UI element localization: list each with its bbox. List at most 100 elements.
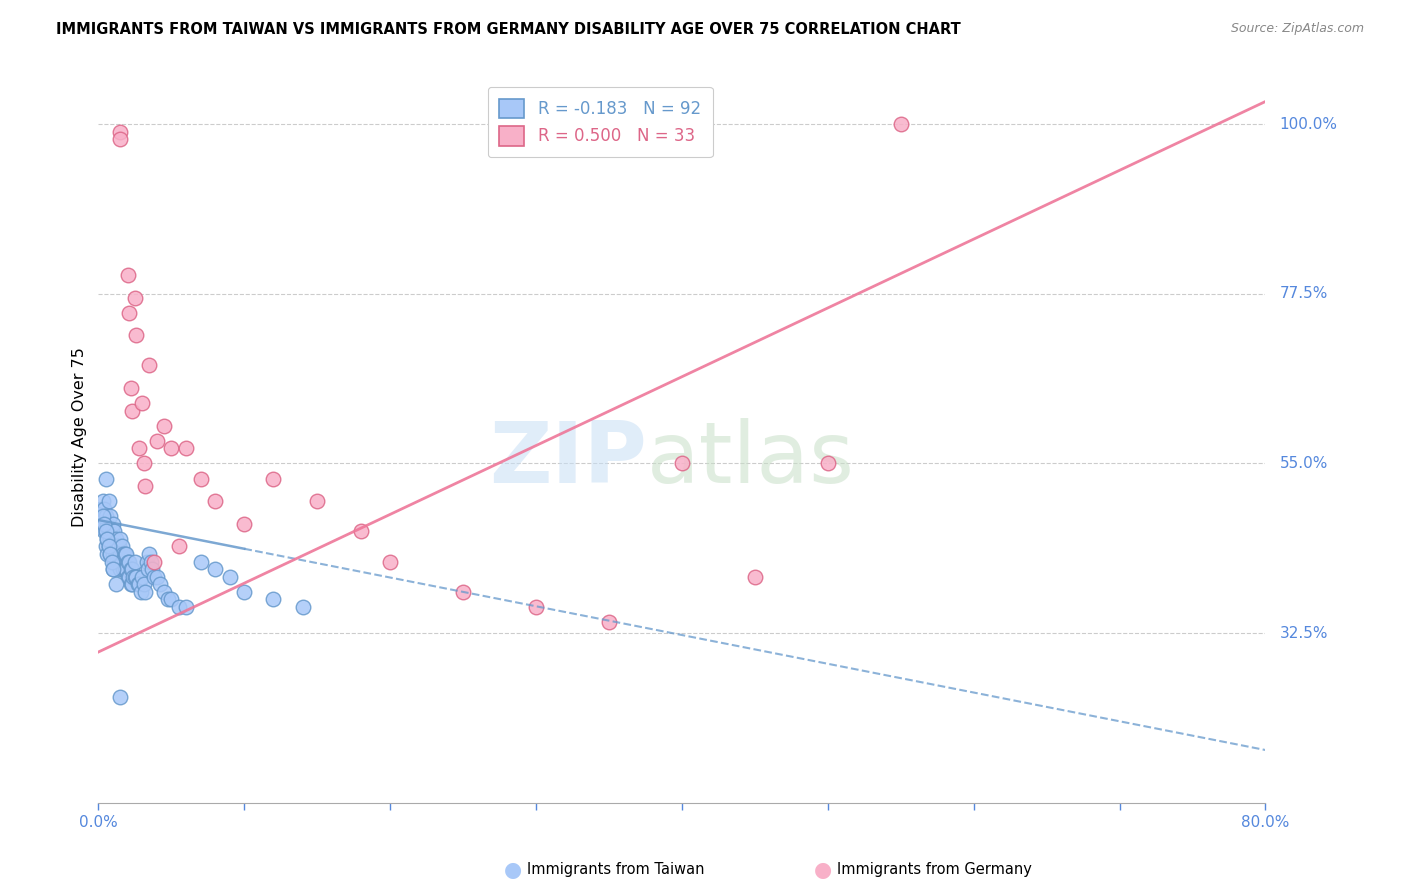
Point xyxy=(138,359,160,373)
Point xyxy=(190,471,212,485)
Point xyxy=(134,584,156,599)
Point xyxy=(112,562,135,576)
Point xyxy=(90,501,112,516)
Point xyxy=(98,547,121,561)
Point xyxy=(110,532,132,546)
Point xyxy=(233,584,256,599)
Point xyxy=(97,524,120,539)
Point xyxy=(108,554,131,568)
Point xyxy=(114,562,136,576)
Point xyxy=(120,577,142,591)
Point xyxy=(101,516,124,531)
Point xyxy=(120,562,142,576)
Point xyxy=(94,471,117,485)
Point xyxy=(132,457,155,471)
Point xyxy=(190,554,212,568)
Point xyxy=(153,584,176,599)
Point xyxy=(110,132,132,146)
Point xyxy=(149,577,172,591)
Point xyxy=(121,403,143,417)
Text: ●: ● xyxy=(814,860,831,880)
Point xyxy=(117,268,139,282)
Point xyxy=(118,569,141,583)
Point xyxy=(104,532,127,546)
Point xyxy=(110,125,132,139)
Point xyxy=(142,569,165,583)
Point xyxy=(128,442,150,456)
Point xyxy=(111,554,134,568)
Point xyxy=(817,457,839,471)
Point xyxy=(174,599,197,614)
Point xyxy=(233,516,256,531)
Point xyxy=(125,569,148,583)
Point xyxy=(97,540,120,554)
Point xyxy=(110,690,132,705)
Point xyxy=(97,540,120,554)
Point xyxy=(262,592,284,607)
Point xyxy=(104,577,127,591)
Point xyxy=(136,562,159,576)
Point xyxy=(141,562,163,576)
Point xyxy=(204,494,226,508)
Point xyxy=(110,547,132,561)
Point xyxy=(101,532,124,546)
Point xyxy=(131,569,153,583)
Point xyxy=(744,569,766,583)
Point xyxy=(117,554,139,568)
Point xyxy=(128,577,150,591)
Point xyxy=(124,554,146,568)
Point xyxy=(160,442,183,456)
Point xyxy=(121,562,143,576)
Point xyxy=(93,501,115,516)
Point xyxy=(174,442,197,456)
Point xyxy=(98,509,121,524)
Point xyxy=(135,554,157,568)
Point xyxy=(115,562,138,576)
Point xyxy=(378,554,402,568)
Point xyxy=(100,554,122,568)
Point xyxy=(94,509,117,524)
Point xyxy=(100,540,122,554)
Point xyxy=(91,494,114,508)
Point xyxy=(118,554,141,568)
Point xyxy=(146,569,169,583)
Point xyxy=(114,547,136,561)
Point xyxy=(218,569,240,583)
Point xyxy=(108,540,131,554)
Text: ZIP: ZIP xyxy=(489,417,647,500)
Point xyxy=(890,117,912,131)
Point xyxy=(160,592,183,607)
Point xyxy=(153,418,176,433)
Point xyxy=(124,291,146,305)
Point xyxy=(115,547,138,561)
Point xyxy=(97,494,120,508)
Point xyxy=(105,554,128,568)
Point xyxy=(110,562,132,576)
Point xyxy=(112,547,135,561)
Text: atlas: atlas xyxy=(647,417,855,500)
Point xyxy=(139,554,162,568)
Point xyxy=(167,540,190,554)
Point xyxy=(671,457,693,471)
Y-axis label: Disability Age Over 75: Disability Age Over 75 xyxy=(72,347,87,527)
Point xyxy=(94,540,117,554)
Point xyxy=(96,516,118,531)
Text: 32.5%: 32.5% xyxy=(1279,625,1327,640)
Point xyxy=(101,562,124,576)
Point xyxy=(146,434,169,448)
Point xyxy=(104,547,127,561)
Text: Immigrants from Germany: Immigrants from Germany xyxy=(837,863,1032,877)
Point xyxy=(94,524,117,539)
Point xyxy=(103,524,125,539)
Text: IMMIGRANTS FROM TAIWAN VS IMMIGRANTS FROM GERMANY DISABILITY AGE OVER 75 CORRELA: IMMIGRANTS FROM TAIWAN VS IMMIGRANTS FRO… xyxy=(56,22,960,37)
Point xyxy=(98,547,121,561)
Text: 55.0%: 55.0% xyxy=(1279,456,1327,471)
Point xyxy=(103,540,125,554)
Text: 77.5%: 77.5% xyxy=(1279,286,1327,301)
Point xyxy=(101,562,124,576)
Point xyxy=(129,584,152,599)
Point xyxy=(111,540,134,554)
Point xyxy=(103,554,125,568)
Text: ●: ● xyxy=(505,860,522,880)
Point xyxy=(127,577,149,591)
